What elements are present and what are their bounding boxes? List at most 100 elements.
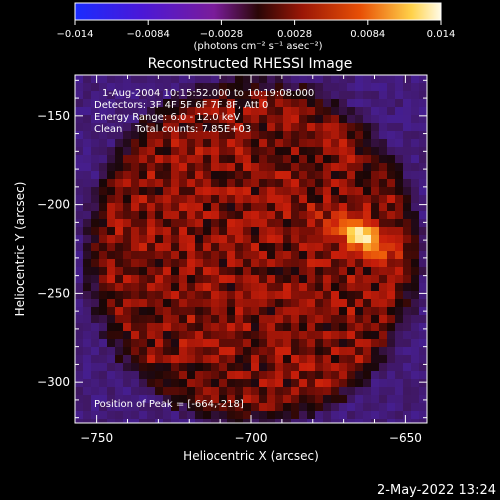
- heatmap-cell: [411, 419, 419, 423]
- heatmap-cell: [419, 331, 427, 339]
- heatmap-cell: [203, 291, 211, 299]
- heatmap-cell: [331, 83, 339, 91]
- heatmap-cell: [75, 347, 83, 355]
- timestamp: 2-May-2022 13:24: [377, 483, 496, 498]
- heatmap-cell: [163, 275, 171, 283]
- heatmap-cell: [275, 283, 283, 291]
- heatmap-cell: [163, 187, 171, 195]
- heatmap-cell: [139, 395, 147, 403]
- heatmap-cell: [275, 371, 283, 379]
- heatmap-cell: [107, 251, 115, 259]
- heatmap-cell: [99, 275, 107, 283]
- heatmap-cell: [291, 147, 299, 155]
- heatmap-cell: [115, 291, 123, 299]
- heatmap-cell: [251, 99, 259, 107]
- heatmap-cell: [227, 355, 235, 363]
- heatmap-cell: [195, 99, 203, 107]
- heatmap-cell: [171, 227, 179, 235]
- heatmap-cell: [131, 395, 139, 403]
- heatmap-cell: [387, 283, 395, 291]
- heatmap-cell: [275, 331, 283, 339]
- heatmap-cell: [331, 403, 339, 411]
- heatmap-cell: [299, 155, 307, 163]
- heatmap-cell: [187, 379, 195, 387]
- heatmap-cell: [379, 331, 387, 339]
- heatmap-cell: [403, 323, 411, 331]
- heatmap-cell: [187, 331, 195, 339]
- heatmap-cell: [195, 123, 203, 131]
- heatmap-cell: [403, 147, 411, 155]
- heatmap-cell: [387, 115, 395, 123]
- heatmap-cell: [75, 283, 83, 291]
- heatmap-cell: [403, 403, 411, 411]
- heatmap-cell: [195, 83, 203, 91]
- heatmap-cell: [395, 387, 403, 395]
- heatmap-cell: [267, 187, 275, 195]
- heatmap-cell: [259, 395, 267, 403]
- heatmap-cell: [75, 275, 83, 283]
- heatmap-cell: [275, 235, 283, 243]
- heatmap-cell: [187, 347, 195, 355]
- heatmap-cell: [395, 139, 403, 147]
- heatmap-cell: [411, 251, 419, 259]
- heatmap-cell: [331, 315, 339, 323]
- heatmap-cell: [163, 227, 171, 235]
- heatmap-cell: [323, 179, 331, 187]
- heatmap-cell: [331, 299, 339, 307]
- heatmap-cell: [275, 99, 283, 107]
- heatmap-cell: [219, 203, 227, 211]
- heatmap-cell: [299, 331, 307, 339]
- heatmap-cell: [99, 131, 107, 139]
- heatmap-cell: [251, 187, 259, 195]
- heatmap-cell: [291, 259, 299, 267]
- heatmap-cell: [147, 395, 155, 403]
- heatmap-cell: [243, 355, 251, 363]
- heatmap-cell: [323, 299, 331, 307]
- heatmap-cell: [379, 411, 387, 419]
- heatmap-cell: [219, 387, 227, 395]
- heatmap-cell: [363, 243, 371, 251]
- heatmap-cell: [83, 355, 91, 363]
- y-tick-label: −250: [37, 286, 70, 300]
- heatmap-cell: [323, 131, 331, 139]
- heatmap-cell: [75, 323, 83, 331]
- heatmap-cell: [211, 411, 219, 419]
- heatmap-cell: [219, 155, 227, 163]
- heatmap-cell: [203, 123, 211, 131]
- heatmap-cell: [155, 315, 163, 323]
- heatmap-cell: [155, 267, 163, 275]
- heatmap-cell: [75, 331, 83, 339]
- heatmap-cell: [251, 83, 259, 91]
- heatmap-cell: [91, 411, 99, 419]
- heatmap-cell: [355, 411, 363, 419]
- heatmap-cell: [379, 251, 387, 259]
- heatmap-cell: [91, 323, 99, 331]
- heatmap-cell: [147, 139, 155, 147]
- heatmap-cell: [283, 387, 291, 395]
- heatmap-cell: [115, 387, 123, 395]
- heatmap-cell: [323, 347, 331, 355]
- heatmap-cell: [267, 411, 275, 419]
- heatmap-cell: [387, 227, 395, 235]
- heatmap-cell: [371, 275, 379, 283]
- heatmap-cell: [419, 107, 427, 115]
- heatmap-cell: [315, 99, 323, 107]
- heatmap-cell: [267, 395, 275, 403]
- heatmap-cell: [267, 115, 275, 123]
- heatmap-cell: [331, 395, 339, 403]
- heatmap-cell: [419, 179, 427, 187]
- heatmap-cell: [371, 379, 379, 387]
- heatmap-cell: [307, 163, 315, 171]
- heatmap-cell: [243, 307, 251, 315]
- heatmap-cell: [251, 315, 259, 323]
- heatmap-cell: [131, 283, 139, 291]
- heatmap-cell: [315, 331, 323, 339]
- heatmap-cell: [107, 219, 115, 227]
- heatmap-cell: [331, 419, 339, 423]
- heatmap-cell: [339, 115, 347, 123]
- heatmap-cell: [179, 331, 187, 339]
- heatmap-cell: [347, 227, 355, 235]
- heatmap-cell: [179, 243, 187, 251]
- heatmap-cell: [107, 299, 115, 307]
- heatmap-cell: [283, 419, 291, 423]
